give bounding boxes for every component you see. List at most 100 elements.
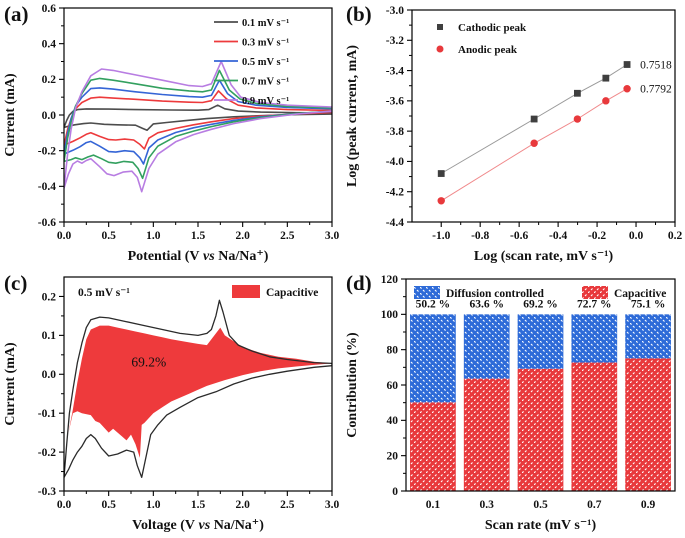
- panel-d-chart: 50.2 % 0.1 63.6 % 0.3 69.2 % 0.5 72.7 % 0.7 75.1…: [345, 274, 676, 533]
- x-tick-label: 2.0: [235, 230, 250, 242]
- x-tick-label: 0.0: [57, 230, 72, 242]
- y-tick-label: 60: [387, 380, 399, 392]
- x-axis-title: Potential (V vs Na/Na⁺): [128, 249, 269, 264]
- x-tick-label: 3.0: [325, 230, 340, 242]
- data-point: [573, 115, 582, 123]
- x-category-label: 0.9: [641, 499, 656, 511]
- x-category-label: 0.3: [480, 499, 495, 511]
- bar-percent-label: 72.7 %: [577, 298, 612, 310]
- y-tick-label: 80: [387, 344, 399, 356]
- data-point: [530, 115, 538, 123]
- x-tick-label: 2.5: [280, 230, 295, 242]
- bar-percent-label: 75.1 %: [631, 298, 666, 310]
- bar-percent-label: 63.6 %: [469, 298, 504, 310]
- plot-frame: [411, 9, 676, 223]
- panel-c: (c) 0.5 mV s⁻¹ 69.2% Capacitive 0.0 0.5 1.0 1.…: [0, 269, 342, 538]
- panel-d-letter: (d): [346, 271, 372, 295]
- x-tick-label: 3.0: [325, 499, 340, 511]
- y-tick-label: -4.4: [386, 217, 404, 229]
- x-category-label: 0.1: [426, 499, 441, 511]
- y-tick-label: -3.2: [386, 35, 404, 47]
- y-tick-label: 20: [387, 450, 399, 462]
- y-tick-label: 0.0: [42, 369, 57, 381]
- y-tick-label: -0.1: [38, 408, 56, 420]
- legend-label: Capacitive: [614, 288, 666, 300]
- x-category-label: 0.5: [533, 499, 548, 511]
- y-tick-label: -0.4: [38, 181, 56, 193]
- data-point: [602, 97, 610, 105]
- legend-swatch-icon: [232, 285, 260, 298]
- y-tick-label: -0.3: [38, 486, 56, 498]
- y-tick-label: -3.0: [386, 5, 404, 17]
- y-tick-label: 120: [381, 274, 399, 286]
- y-tick-label: 0.4: [42, 38, 57, 50]
- x-tick-label: -0.8: [471, 230, 489, 242]
- panel-a-chart: 0.1 mV s⁻¹ 0.3 mV s⁻¹ 0.5 mV s⁻¹ 0.7 mV s⁻¹…: [3, 3, 340, 264]
- y-tick-label: -3.4: [386, 65, 404, 77]
- y-tick-label: 0.6: [42, 3, 57, 15]
- y-axis-title: Current (mA): [3, 73, 18, 157]
- x-tick-label: 1.0: [146, 230, 161, 242]
- x-tick-label: 0.5: [101, 230, 116, 242]
- y-tick-label: -3.6: [386, 96, 404, 108]
- x-category-label: 0.7: [587, 499, 602, 511]
- x-tick-label: 0.0: [629, 230, 644, 242]
- legend-label: 0.7 mV s⁻¹: [242, 76, 289, 87]
- y-tick-label: 0: [392, 486, 398, 498]
- panel-c-letter: (c): [4, 271, 28, 295]
- y-axis-title: Log (peak current, mA): [345, 45, 360, 187]
- x-tick-label: 0.0: [57, 499, 72, 511]
- panel-b-chart: 0.7518 Cathodic peak 0.7792 Anodic peak -1.0…: [345, 5, 682, 264]
- x-axis-title: Log (scan rate, mV s⁻¹): [474, 249, 614, 264]
- legend-label: Capacitive: [266, 287, 318, 299]
- x-tick-label: 2.5: [280, 499, 295, 511]
- legend-label: 0.9 mV s⁻¹: [242, 96, 289, 107]
- y-tick-label: 0.0: [42, 110, 57, 122]
- data-point: [530, 139, 538, 147]
- percent-annotation: 69.2%: [131, 354, 166, 369]
- panel-a-letter: (a): [4, 2, 29, 26]
- y-tick-label: -0.2: [38, 145, 56, 157]
- capacitive-area: [68, 325, 332, 458]
- panel-c-chart: 0.5 mV s⁻¹ 69.2% Capacitive 0.0 0.5 1.0 1.5 2.0…: [3, 276, 340, 533]
- panel-b: (b) 0.7518 Cathodic peak 0.7792 Anodic peak…: [342, 0, 685, 269]
- data-point: [623, 85, 631, 93]
- panel-d: (d) 50.2 % 0.1 63.6 % 0.3 69.2 % 0.5 72.7 % 0.7…: [342, 269, 685, 538]
- cv-curve-4: [63, 60, 333, 193]
- data-point: [573, 89, 581, 97]
- y-tick-label: 100: [381, 309, 399, 321]
- y-tick-label: -4.2: [386, 187, 404, 199]
- x-tick-label: 1.5: [191, 499, 206, 511]
- data-point: [437, 170, 445, 177]
- x-tick-label: 2.0: [235, 499, 250, 511]
- y-tick-label: -0.6: [38, 217, 56, 229]
- legend-circle-icon: [436, 45, 444, 53]
- scan-rate-annotation: 0.5 mV s⁻¹: [78, 287, 130, 299]
- legend-label: 0.1 mV s⁻¹: [242, 18, 289, 29]
- data-point: [437, 197, 445, 205]
- bar-percent-label: 69.2 %: [523, 298, 558, 310]
- y-axis-title: Contribution (%): [345, 332, 360, 438]
- y-tick-label: 0.2: [42, 291, 57, 303]
- x-tick-label: 1.0: [146, 499, 161, 511]
- data-point: [623, 61, 631, 68]
- legend-label: Cathodic peak: [458, 22, 527, 34]
- x-axis-title: Scan rate (mV s⁻¹): [485, 518, 597, 533]
- legend-label: Anodic peak: [458, 44, 518, 56]
- x-tick-label: -0.2: [588, 230, 606, 242]
- legend-label: 0.3 mV s⁻¹: [242, 37, 289, 48]
- y-axis-title: Current (mA): [3, 342, 18, 426]
- cv-curve-2: [63, 79, 333, 165]
- x-tick-label: -1.0: [432, 230, 450, 242]
- x-axis-title: Voltage (V vs Na/Na⁺): [132, 518, 264, 533]
- x-tick-label: 1.5: [191, 230, 206, 242]
- x-tick-label: -0.4: [549, 230, 567, 242]
- y-tick-label: 40: [387, 415, 399, 427]
- y-tick-label: 0.1: [42, 330, 57, 342]
- legend-label: Diffusion controlled: [446, 288, 544, 300]
- panel-a: (a) 0.1 mV s⁻¹ 0.3 mV s⁻¹ 0.5 mV s⁻¹ 0.7 mV…: [0, 0, 342, 269]
- slope-annotation: 0.7518: [640, 60, 672, 72]
- panel-b-letter: (b): [346, 2, 372, 26]
- x-tick-label: -0.6: [510, 230, 528, 242]
